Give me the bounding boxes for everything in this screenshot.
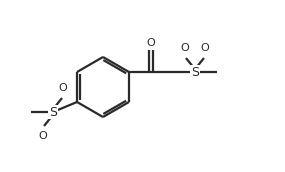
Text: S: S	[49, 105, 57, 119]
Text: O: O	[181, 43, 189, 53]
Text: O: O	[59, 83, 67, 93]
Text: O: O	[201, 43, 209, 53]
Text: S: S	[191, 66, 199, 78]
Text: O: O	[146, 38, 155, 48]
Text: O: O	[39, 131, 47, 141]
